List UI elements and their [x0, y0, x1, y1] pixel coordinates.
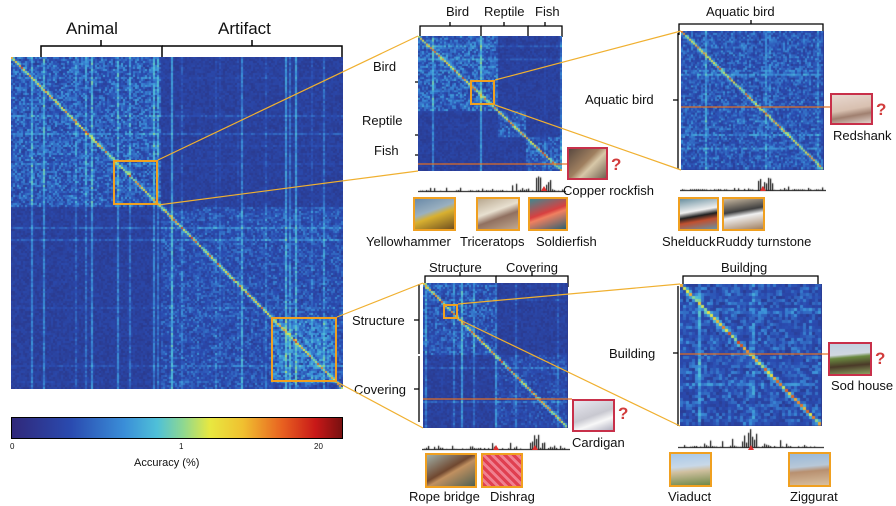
bird-query-label: Redshank [833, 128, 892, 143]
example-label-yellowhammer: Yellowhammer [366, 234, 451, 249]
main-zoom-box-animal [113, 160, 158, 205]
bird-side-label: Aquatic bird [585, 92, 654, 107]
query-mark-bird: ? [876, 100, 887, 119]
example-label-soldierfish: Soldierfish [536, 234, 597, 249]
artifact-confusion-matrix [423, 283, 568, 428]
structure-side-label: Building [609, 346, 656, 361]
artifact-side-label-covering: Covering [354, 382, 407, 397]
marker-bird [760, 186, 766, 191]
colorbar-tick-0: 0 [10, 442, 15, 451]
animal-query-label: Copper rockfish [563, 183, 655, 198]
example-label-rope-bridge: Rope bridge [409, 489, 480, 504]
query-mark-animal: ? [611, 155, 622, 174]
animal-top-label-fish: Fish [535, 4, 560, 19]
artifact-top-label-structure: Structure [429, 260, 482, 275]
label-artifact: Artifact [218, 19, 271, 38]
structure-top-bracket [682, 272, 819, 287]
structure-side-bracket [673, 286, 679, 426]
connector-structure-top [457, 283, 681, 305]
example-label-dishrag: Dishrag [490, 489, 535, 504]
query-image-sod-house [828, 342, 872, 376]
query-image-redshank [830, 93, 873, 125]
animal-top-label-reptile: Reptile [484, 4, 525, 19]
marker-animal [541, 186, 547, 191]
example-label-shelduck: Shelduck [662, 234, 716, 249]
connector-bird-bottom [494, 104, 682, 171]
bird-top-label: Aquatic bird [706, 4, 775, 19]
colorbar-tick-20: 20 [314, 442, 323, 451]
artifact-zoom-box-structure [443, 304, 458, 319]
example-image-soldierfish [528, 197, 568, 231]
connector-artifact-bottom [336, 381, 424, 429]
animal-side-label-reptile: Reptile [362, 113, 403, 128]
artifact-side-label-structure: Structure [352, 313, 405, 328]
structure-query-label: Sod house [831, 378, 894, 393]
structure-top-label: Building [721, 260, 768, 275]
bird-accuracy-histogram [680, 167, 826, 197]
animal-zoom-box-bird [470, 80, 495, 105]
artifact-accuracy-histogram [422, 426, 570, 456]
colorbar-tick-1: 1 [179, 442, 184, 451]
example-image-shelduck [678, 197, 719, 231]
connector-bird-top [494, 30, 682, 81]
colorbar-title: Accuracy (%) [134, 457, 200, 469]
marker-structure [748, 445, 754, 450]
colorbar [11, 417, 343, 439]
label-animal: Animal [66, 19, 118, 38]
animal-side-label-bird: Bird [373, 59, 397, 74]
example-label-viaduct: Viaduct [668, 489, 712, 504]
connector-artifact-top [336, 282, 424, 318]
example-label-triceratops: Triceratops [460, 234, 525, 249]
animal-accuracy-histogram [418, 168, 566, 198]
marker-artifact [532, 445, 538, 450]
example-image-ziggurat [788, 452, 831, 487]
artifact-query-label: Cardigan [572, 435, 625, 450]
main-confusion-matrix [11, 57, 343, 389]
example-image-yellowhammer [413, 197, 456, 231]
query-mark-artifact: ? [618, 404, 629, 423]
example-image-viaduct [669, 452, 712, 487]
marker-artifact-2 [493, 445, 499, 450]
bird-side-bracket [673, 33, 679, 169]
connector-structure-bottom [457, 318, 681, 427]
structure-confusion-matrix [680, 284, 822, 426]
example-image-triceratops [476, 197, 520, 231]
query-image-cardigan [572, 399, 615, 432]
animal-top-brackets [419, 22, 563, 37]
query-mark-structure: ? [875, 349, 886, 368]
animal-top-label-bird: Bird [446, 4, 470, 19]
bird-top-bracket [678, 20, 824, 35]
example-image-rope-bridge [425, 453, 477, 488]
animal-side-label-fish: Fish [374, 143, 399, 158]
example-image-ruddy-turnstone [722, 197, 765, 231]
example-label-ziggurat: Ziggurat [790, 489, 838, 504]
main-zoom-box-artifact [271, 317, 337, 382]
main-top-brackets [40, 40, 343, 60]
example-label-ruddy-turnstone: Ruddy turnstone [716, 234, 812, 249]
query-image-copper-rockfish [567, 147, 608, 180]
artifact-top-brackets [424, 272, 569, 287]
artifact-side-brackets [414, 284, 420, 422]
example-image-dishrag [481, 453, 523, 488]
connector-animal-bottom [157, 170, 419, 206]
bird-confusion-matrix [681, 31, 824, 170]
connector-animal-top [157, 35, 419, 161]
artifact-top-label-covering: Covering [506, 260, 559, 275]
